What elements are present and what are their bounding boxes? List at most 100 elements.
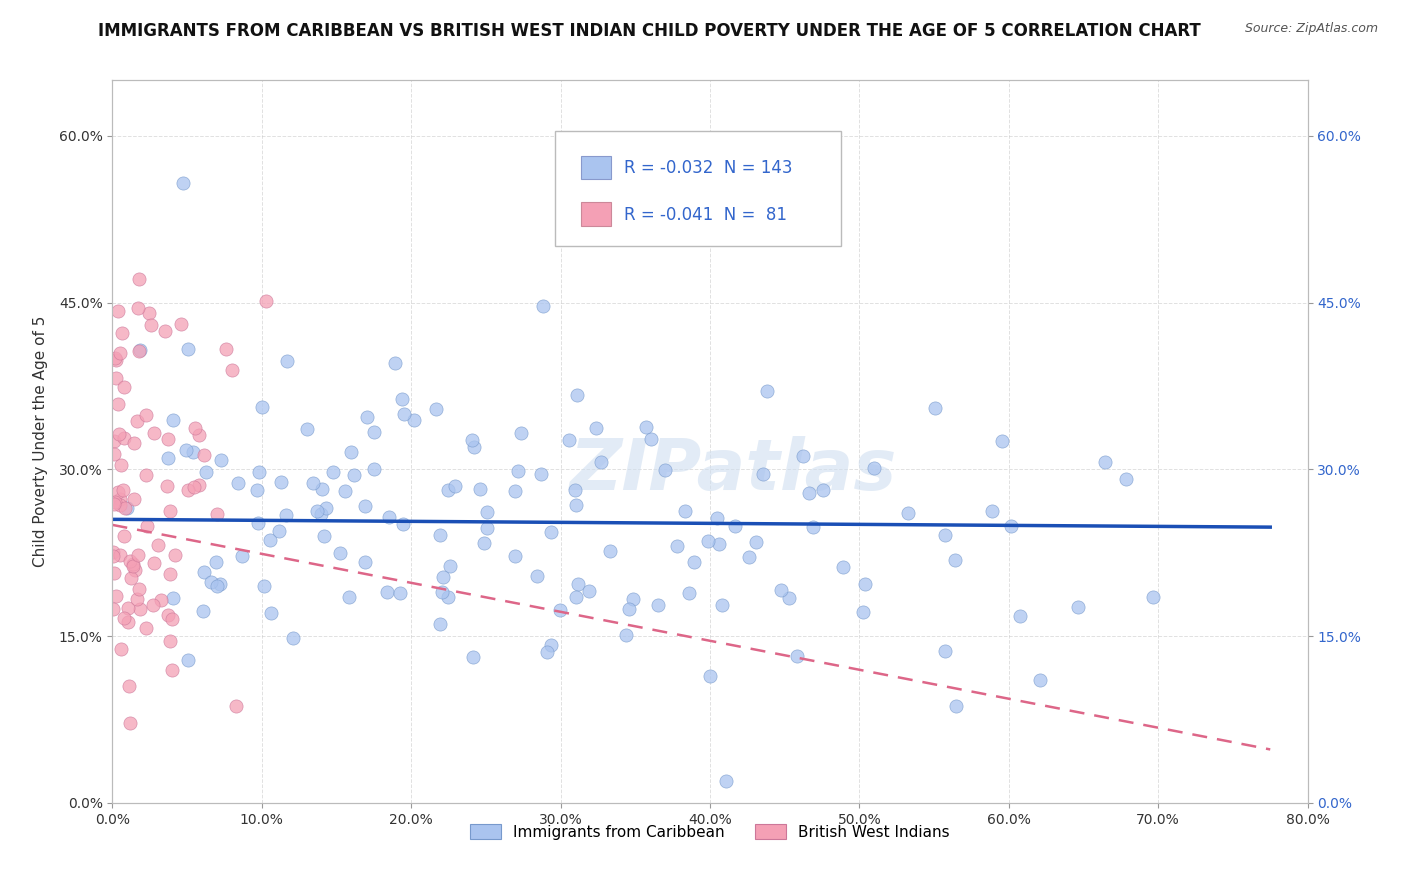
Point [110, 548, 132, 562]
Point [104, 495, 127, 509]
Point [141, 318, 163, 332]
Point [260, 606, 283, 620]
Point [177, 653, 200, 667]
Point [208, 577, 231, 591]
Point [565, 499, 588, 513]
Point [558, 433, 581, 447]
Point [1029, 673, 1052, 687]
Point [302, 476, 325, 491]
Point [384, 356, 406, 370]
Point [752, 467, 775, 482]
Point [254, 293, 277, 308]
Point [125, 414, 148, 428]
Point [852, 605, 875, 619]
Point [110, 491, 132, 506]
Point [122, 558, 145, 573]
Bar [581, 202, 610, 226]
Point [103, 566, 125, 580]
Point [146, 538, 169, 552]
Point [122, 435, 145, 450]
Point [188, 478, 211, 492]
Point [108, 498, 131, 512]
Point [738, 549, 761, 564]
Point [259, 533, 281, 547]
Point [634, 420, 657, 434]
Point [118, 715, 141, 730]
Point [770, 582, 793, 597]
Point [170, 318, 193, 332]
Point [460, 434, 482, 448]
Point [896, 506, 918, 520]
Point [107, 485, 129, 500]
Text: IMMIGRANTS FROM CARIBBEAN VS BRITISH WEST INDIAN CHILD POVERTY UNDER THE AGE OF : IMMIGRANTS FROM CARIBBEAN VS BRITISH WES… [98, 22, 1201, 40]
Point [156, 433, 179, 447]
Point [103, 447, 125, 461]
Text: Source: ZipAtlas.com: Source: ZipAtlas.com [1244, 22, 1378, 36]
Point [444, 479, 467, 493]
Point [437, 590, 460, 604]
Point [678, 585, 700, 599]
Point [530, 467, 553, 481]
Point [246, 483, 269, 498]
Point [110, 642, 132, 657]
Point [468, 482, 491, 496]
Point [311, 482, 333, 496]
Point [305, 504, 328, 518]
Point [138, 306, 160, 320]
Point [354, 555, 377, 569]
Point [225, 698, 247, 713]
Point [599, 544, 621, 558]
Point [165, 549, 187, 563]
Point [101, 545, 124, 559]
Point [392, 407, 415, 421]
Point [744, 535, 766, 549]
Point [1067, 599, 1090, 614]
Point [363, 462, 385, 476]
Point [118, 554, 141, 568]
Point [160, 663, 183, 677]
Point [159, 504, 181, 518]
Point [356, 410, 378, 425]
Point [503, 483, 526, 498]
Point [696, 534, 718, 549]
Point [159, 566, 181, 581]
Point [578, 584, 600, 599]
Text: ZIPatlas: ZIPatlas [571, 436, 897, 505]
Legend: Immigrants from Caribbean, British West Indians: Immigrants from Caribbean, British West … [464, 818, 956, 846]
Point [162, 591, 184, 606]
Point [786, 649, 808, 664]
Point [589, 455, 612, 469]
Point [666, 539, 689, 553]
Point [391, 392, 413, 407]
Point [104, 352, 127, 367]
Point [945, 699, 967, 714]
Point [135, 621, 157, 635]
Text: R = -0.041  N =  81: R = -0.041 N = 81 [624, 206, 787, 224]
Point [439, 558, 461, 573]
Point [508, 464, 530, 478]
Point [756, 384, 779, 399]
Point [831, 560, 853, 574]
Point [295, 422, 318, 436]
Point [673, 504, 696, 518]
Point [429, 528, 451, 542]
Point [276, 354, 298, 368]
Point [193, 448, 215, 462]
Point [276, 508, 298, 522]
Point [267, 524, 290, 538]
Point [617, 602, 640, 616]
Point [205, 579, 228, 593]
Point [200, 575, 222, 590]
Point [540, 524, 562, 539]
Point [540, 638, 562, 652]
Point [112, 529, 135, 543]
Point [388, 585, 411, 599]
Point [711, 598, 734, 612]
Point [353, 499, 375, 513]
Point [425, 402, 447, 417]
Point [172, 176, 194, 190]
Point [980, 504, 1002, 518]
Point [157, 450, 180, 465]
Point [792, 449, 814, 463]
Point [565, 590, 588, 604]
